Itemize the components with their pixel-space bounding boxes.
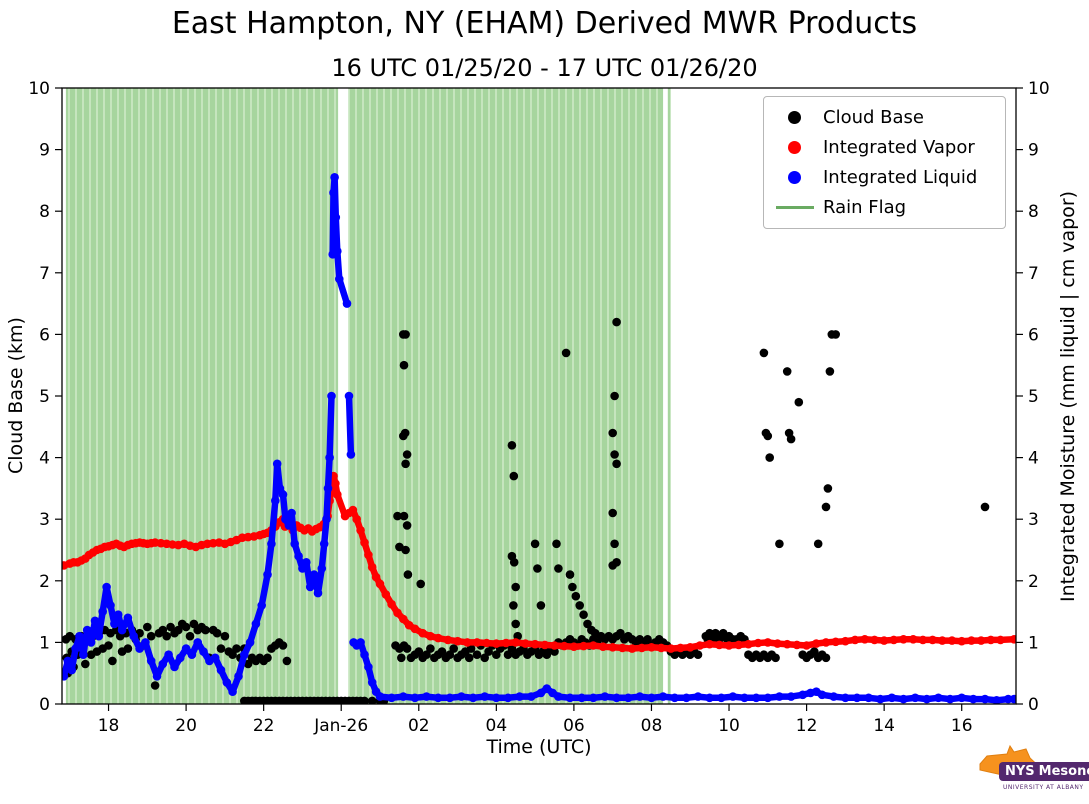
x-tick-label: 10 [718, 716, 740, 736]
y-tick-label-right: 0 [1028, 695, 1039, 715]
y-tick-label-left: 7 [39, 264, 50, 284]
legend-label: Integrated Liquid [823, 167, 978, 188]
logo-mesonet-text: Mesonet [1038, 764, 1089, 779]
x-tick-label: 02 [408, 716, 430, 736]
nys-mesonet-logo: NYS Mesonet UNIVERSITY AT ALBANY [977, 742, 1089, 802]
legend-item-rain-flag: Rain Flag [774, 196, 995, 219]
y-tick-label-left: 8 [39, 202, 50, 222]
x-axis-label: Time (UTC) [486, 736, 592, 758]
integrated-vapor-marker-icon [788, 141, 801, 154]
logo-nys-text: NYS [1005, 764, 1035, 779]
rain-flag-span [667, 88, 671, 704]
x-tick-label: 22 [253, 716, 275, 736]
x-tick-label: 14 [873, 716, 895, 736]
integrated-liquid-marker-icon [788, 171, 801, 184]
series-integrated-liquid [62, 173, 1016, 704]
x-tick-label: 20 [175, 716, 197, 736]
legend-label: Integrated Vapor [823, 137, 975, 158]
y-axis-right-label: Integrated Moisture (mm liquid | cm vapo… [1057, 190, 1079, 602]
y-tick-label-right: 4 [1028, 449, 1039, 469]
y-tick-label-left: 9 [39, 141, 50, 161]
cloud-base-marker-icon [788, 111, 801, 124]
legend-item-integrated-vapor: Integrated Vapor [774, 136, 995, 159]
x-tick-label: 08 [641, 716, 663, 736]
x-tick-label: 16 [951, 716, 973, 736]
rain-flag-marker-icon [776, 206, 814, 209]
series-integrated-vapor [62, 471, 1016, 653]
legend-label: Cloud Base [823, 107, 924, 128]
y-tick-label-left: 4 [39, 449, 50, 469]
y-axis-left-label: Cloud Base (km) [5, 317, 27, 475]
y-tick-label-left: 10 [28, 79, 50, 99]
logo-banner: NYS Mesonet [999, 762, 1089, 781]
y-tick-label-right: 5 [1028, 387, 1039, 407]
x-tick-label: Jan-26 [313, 716, 368, 736]
legend-item-integrated-liquid: Integrated Liquid [774, 166, 995, 189]
x-tick-label: 04 [486, 716, 508, 736]
y-tick-label-right: 9 [1028, 141, 1039, 161]
chart-title: East Hampton, NY (EHAM) Derived MWR Prod… [171, 6, 918, 41]
y-tick-label-left: 3 [39, 510, 50, 530]
logo-subtext: UNIVERSITY AT ALBANY [1003, 784, 1084, 791]
y-tick-label-right: 6 [1028, 325, 1039, 345]
x-tick-label: 18 [98, 716, 120, 736]
legend: Cloud Base Integrated Vapor Integrated Liq… [763, 96, 1006, 229]
y-tick-label-right: 8 [1028, 202, 1039, 222]
legend-label: Rain Flag [823, 197, 907, 218]
legend-item-cloud-base: Cloud Base [774, 106, 995, 129]
y-tick-label-left: 0 [39, 695, 50, 715]
y-tick-label-right: 10 [1028, 79, 1050, 99]
chart-subtitle: 16 UTC 01/25/20 - 17 UTC 01/26/20 [331, 54, 758, 82]
y-tick-label-right: 2 [1028, 572, 1039, 592]
y-tick-label-left: 5 [39, 387, 50, 407]
x-tick-label: 06 [563, 716, 585, 736]
y-tick-label-right: 3 [1028, 510, 1039, 530]
y-tick-label-left: 2 [39, 572, 50, 592]
y-tick-label-right: 1 [1028, 633, 1039, 653]
y-tick-label-right: 7 [1028, 264, 1039, 284]
x-tick-label: 12 [796, 716, 818, 736]
rain-flag-spans [65, 88, 671, 704]
y-tick-label-left: 1 [39, 633, 50, 653]
y-tick-label-left: 6 [39, 325, 50, 345]
